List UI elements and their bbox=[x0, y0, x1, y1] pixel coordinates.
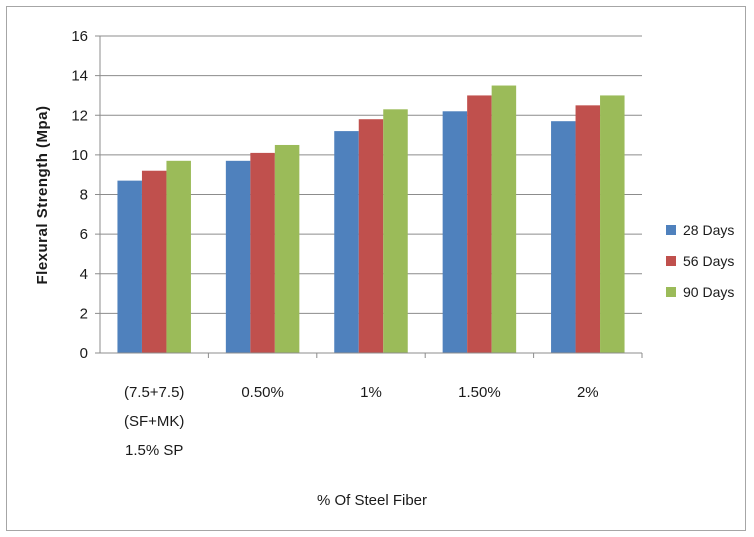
x-category-line: 2% bbox=[577, 384, 599, 401]
x-category-line: 0.50% bbox=[241, 384, 284, 401]
x-category-label: 1% bbox=[360, 384, 382, 401]
legend-swatch bbox=[666, 256, 676, 266]
y-tick-label: 8 bbox=[80, 187, 88, 204]
bar-28-days bbox=[442, 111, 468, 353]
legend-swatch bbox=[666, 225, 676, 235]
bar-90-days bbox=[491, 85, 517, 353]
y-tick-label: 0 bbox=[80, 345, 88, 362]
y-tick-label: 6 bbox=[80, 226, 88, 243]
legend-label: 28 Days bbox=[683, 222, 734, 238]
legend-label: 90 Days bbox=[683, 284, 734, 300]
bar-28-days bbox=[225, 160, 251, 353]
x-category-line: (7.5+7.5) bbox=[124, 384, 184, 401]
y-tick-label: 14 bbox=[71, 68, 88, 85]
bar-56-days bbox=[358, 119, 384, 354]
x-category-label: 2% bbox=[577, 384, 599, 401]
x-category-label: 0.50% bbox=[241, 384, 284, 401]
y-tick-label: 12 bbox=[71, 107, 88, 124]
y-tick-label: 2 bbox=[80, 305, 88, 322]
x-category-line: 1.50% bbox=[458, 384, 501, 401]
x-category-label: (7.5+7.5) (SF+MK) 1.5% SP bbox=[124, 384, 184, 459]
legend-swatch bbox=[666, 287, 676, 297]
x-category-line: 1.5% SP bbox=[125, 442, 183, 459]
x-axis bbox=[99, 36, 643, 358]
legend-label: 56 Days bbox=[683, 253, 734, 269]
bars bbox=[117, 85, 625, 354]
bar-28-days bbox=[551, 121, 576, 353]
legend: 28 Days 56 Days 90 Days bbox=[666, 222, 734, 300]
bar-56-days bbox=[250, 152, 275, 353]
y-axis-label: Flexural Strength (Mpa) bbox=[34, 105, 51, 284]
x-axis-label: % Of Steel Fiber bbox=[317, 492, 427, 509]
x-category-label: 1.50% bbox=[458, 384, 501, 401]
x-category-line: 1% bbox=[360, 384, 382, 401]
bar-90-days bbox=[274, 144, 300, 353]
bar-90-days bbox=[166, 160, 191, 353]
category-labels: (7.5+7.5) (SF+MK) 1.5% SP 0.50% 1% 1.50% 2% bbox=[124, 384, 599, 459]
bar-56-days bbox=[141, 170, 167, 353]
bar-56-days bbox=[467, 95, 492, 353]
y-tick-label: 16 bbox=[71, 28, 88, 45]
y-tick-label: 10 bbox=[71, 147, 88, 164]
bar-28-days bbox=[334, 131, 359, 353]
y-tick-labels: 0 2 4 6 8 10 12 14 16 bbox=[71, 28, 88, 362]
y-tick-label: 4 bbox=[80, 266, 88, 283]
x-category-line: (SF+MK) bbox=[124, 413, 184, 430]
bar-56-days bbox=[575, 105, 601, 353]
bar-90-days bbox=[383, 109, 408, 354]
bar-28-days bbox=[117, 180, 142, 353]
bar-90-days bbox=[600, 95, 625, 353]
